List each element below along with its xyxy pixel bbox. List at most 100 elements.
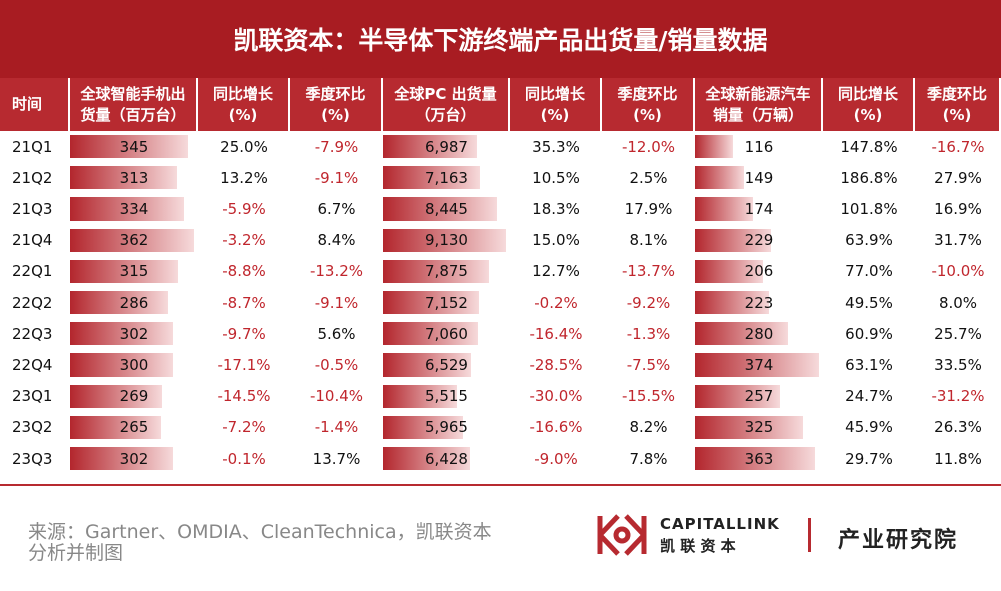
cell-value: -0.5% [314, 355, 359, 374]
cell-value: 186.8% [840, 168, 898, 187]
header-cell: 同比增长 (%) [823, 78, 915, 131]
divider [0, 484, 1001, 486]
cell-value: -9.1% [314, 168, 359, 187]
cell-value: 18.3% [532, 199, 580, 218]
header-cell: 时间 [0, 78, 70, 131]
header-text: 销量（万辆） [712, 105, 803, 124]
cell-value: 11.8% [934, 449, 982, 468]
row-label: 21Q1 [12, 137, 53, 156]
cell-value: -30.0% [529, 387, 583, 406]
row-label: 21Q2 [12, 168, 53, 187]
cell-value: 35.3% [532, 137, 580, 156]
cell-value: -15.5% [621, 387, 676, 406]
cell-value: 25.7% [934, 324, 982, 343]
data-bar [383, 166, 480, 190]
data-bar [695, 259, 764, 283]
cell-value: 5.6% [317, 324, 356, 343]
cell-value: 26.3% [934, 418, 982, 437]
cell-value: 8.1% [629, 231, 668, 250]
logo-separator [808, 518, 811, 552]
data-bar [695, 322, 788, 346]
cell-value: 116 [744, 137, 774, 156]
cell-value: 33.5% [934, 355, 982, 374]
data-bar [70, 197, 185, 221]
cell-value: 17.9% [624, 199, 673, 218]
cell-value: 149 [744, 168, 774, 187]
header-cell: 季度环比 (%) [290, 78, 383, 131]
cell-value: 147.8% [840, 137, 898, 156]
header-text: (%) [942, 105, 972, 124]
row-label: 21Q3 [12, 199, 53, 218]
cell-value: 8,445 [425, 199, 468, 218]
cell-value: -10.4% [309, 387, 364, 406]
data-bar [70, 415, 161, 439]
cell-value: 265 [119, 418, 149, 437]
cell-value: -14.5% [217, 387, 271, 406]
cell-value: 8.2% [629, 418, 668, 437]
cell-value: -16.7% [931, 137, 985, 156]
cell-value: -13.7% [621, 262, 676, 281]
cell-value: 313 [119, 168, 149, 187]
cell-value: 8.0% [938, 293, 978, 312]
data-bar [383, 135, 478, 159]
header-cell: 全球智能手机出 货量（百万台） [70, 78, 198, 131]
row-label: 23Q2 [12, 418, 53, 437]
cell-value: 6,428 [425, 449, 468, 468]
cell-value: -9.1% [314, 293, 359, 312]
cell-value: -17.1% [217, 355, 271, 374]
row-label: 23Q3 [12, 449, 53, 468]
data-bar [695, 166, 745, 190]
header-text: 同比增长 [837, 84, 898, 103]
cell-value: -28.5% [529, 355, 583, 374]
header-text: 全球智能手机出 [80, 84, 186, 103]
header-text: 同比增长 [524, 84, 585, 103]
header-text: 同比增长 [212, 84, 273, 103]
cell-value: -16.6% [529, 418, 583, 437]
data-bar [383, 228, 506, 252]
header-text: （万台） [415, 105, 476, 124]
header-text: (%) [633, 105, 662, 124]
cell-value: 10.5% [532, 168, 580, 187]
data-bar [70, 291, 168, 315]
cell-value: 300 [119, 355, 149, 374]
row-label: 22Q4 [12, 355, 53, 374]
logo-icon [597, 514, 647, 556]
data-bar [70, 135, 189, 159]
data-bar [383, 384, 458, 408]
cell-value: -10.0% [931, 262, 985, 281]
cell-value: 13.7% [312, 449, 361, 468]
cell-value: 229 [744, 231, 774, 250]
source-line: 来源：Gartner、OMDIA、CleanTechnica，凯联资本 [28, 521, 492, 543]
header-cell: 全球PC 出货量 （万台） [383, 78, 510, 131]
data-bar [695, 447, 816, 471]
cell-value: 223 [744, 293, 774, 312]
cell-value: 31.7% [934, 231, 982, 250]
cell-value: 16.9% [934, 199, 982, 218]
header-cell: 同比增长 (%) [510, 78, 602, 131]
cell-value: 257 [744, 387, 774, 406]
row-label: 22Q3 [12, 324, 53, 343]
cell-value: -0.2% [534, 293, 578, 312]
cell-value: 206 [744, 262, 774, 281]
cell-value: 63.1% [845, 355, 893, 374]
cell-value: 2.5% [629, 168, 668, 187]
data-bar [695, 228, 771, 252]
cell-value: -5.9% [222, 199, 266, 218]
header-text: 季度环比 [926, 84, 987, 103]
header-text: 全球新能源汽车 [705, 84, 811, 103]
cell-value: 29.7% [845, 449, 893, 468]
cell-value: -9.7% [222, 324, 266, 343]
header-text: (%) [228, 105, 258, 124]
cell-value: -8.8% [222, 262, 266, 281]
cell-value: 302 [119, 449, 149, 468]
cell-value: 6,529 [425, 355, 468, 374]
header-cell: 季度环比 (%) [915, 78, 1001, 131]
row-label: 22Q1 [12, 262, 53, 281]
source-line: 分析并制图 [28, 542, 124, 564]
data-bar [383, 197, 497, 221]
cell-value: -1.3% [626, 324, 671, 343]
header-text: 季度环比 [305, 84, 366, 103]
cell-value: 27.9% [934, 168, 982, 187]
data-bar [70, 166, 178, 190]
data-bar [383, 291, 480, 315]
